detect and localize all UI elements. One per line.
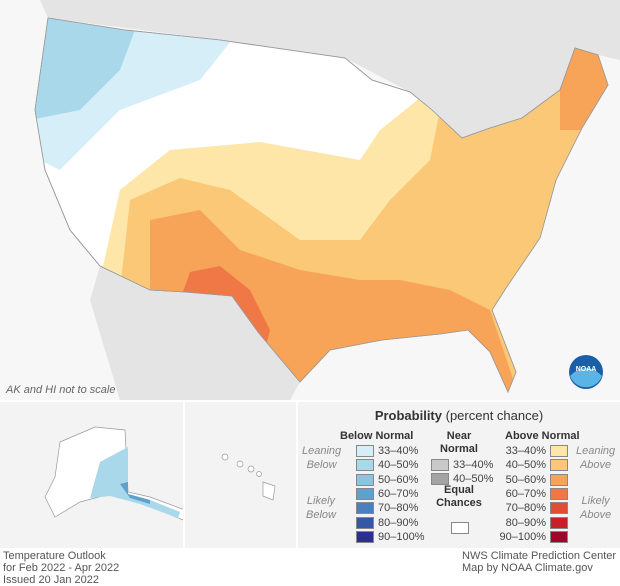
above-range-label: 40–50%	[505, 459, 546, 472]
above-range-label: 50–60%	[505, 473, 546, 486]
below-range-label: 40–50%	[378, 459, 419, 472]
map-note: AK and HI not to scale	[6, 384, 116, 396]
below-legend-row: 60–70%	[356, 487, 419, 500]
below-swatch	[356, 516, 374, 529]
below-range-label: 80–90%	[378, 516, 419, 529]
leaning-above-label: Leaning Above	[576, 445, 616, 471]
above-range-label: 33–40%	[505, 445, 546, 457]
likely-above-label: Likely Above	[580, 495, 612, 521]
above-range-label: 70–80%	[505, 502, 546, 515]
near-legend-row: 33–40%	[431, 459, 493, 471]
above-legend-row: 90–100%	[499, 530, 568, 543]
contiguous-us-map: NOAA	[0, 0, 620, 400]
near-range-label: 33–40%	[453, 459, 494, 471]
above-swatch	[550, 459, 568, 472]
above-swatch	[550, 516, 568, 529]
above-range-label: 60–70%	[505, 487, 546, 500]
above-swatch	[550, 502, 568, 515]
likely-below-label: Likely Below	[306, 495, 336, 521]
above-legend-row: 50–60%	[505, 473, 568, 486]
mexico-land	[90, 266, 300, 400]
above-normal-header: Above Normal	[505, 430, 580, 442]
below-legend-row: 80–90%	[356, 516, 419, 529]
footer-left: Temperature Outlook for Feb 2022 - Apr 20…	[3, 550, 120, 586]
above-swatch	[550, 445, 568, 457]
legend: Probability (percent chance) Below Norma…	[298, 402, 620, 548]
below-swatch	[356, 445, 374, 457]
zone-below-40-50	[35, 18, 135, 120]
equal-chances-swatch	[451, 522, 469, 534]
above-legend-row: 33–40%	[506, 445, 568, 457]
below-swatch	[356, 530, 374, 543]
below-legend-row: 90–100%	[356, 530, 425, 543]
below-legend-row: 70–80%	[356, 502, 419, 515]
below-range-label: 90–100%	[378, 530, 425, 543]
above-legend-row: 80–90%	[505, 516, 568, 529]
above-swatch	[550, 487, 568, 500]
leaning-below-label: Leaning Below	[302, 445, 342, 471]
below-normal-header: Below Normal	[340, 430, 414, 442]
above-range-label: 80–90%	[505, 516, 546, 529]
above-range-label: 90–100%	[499, 530, 547, 543]
near-swatch	[431, 459, 449, 471]
below-swatch	[356, 459, 374, 472]
below-swatch	[356, 502, 374, 515]
below-swatch	[356, 487, 374, 500]
below-range-label: 70–80%	[378, 502, 419, 515]
above-swatch	[550, 530, 568, 543]
below-legend-row: 40–50%	[356, 459, 419, 472]
below-swatch	[356, 473, 374, 486]
above-legend-row: 40–50%	[505, 459, 568, 472]
near-normal-header: Near Normal	[440, 430, 478, 455]
below-legend-row: 50–60%	[356, 473, 419, 486]
near-swatch	[431, 473, 449, 486]
below-range-label: 33–40%	[378, 445, 419, 457]
equal-chances-label: Equal Chances	[436, 484, 482, 509]
below-range-label: 50–60%	[378, 473, 419, 486]
map-svg: NOAA	[0, 0, 620, 400]
alaska-inset	[0, 402, 186, 548]
below-range-label: 60–70%	[378, 487, 419, 500]
canada-land	[0, 0, 620, 138]
above-legend-row: 70–80%	[505, 502, 568, 515]
hawaii-inset	[185, 402, 296, 548]
svg-text:NOAA: NOAA	[576, 366, 597, 373]
legend-title: Probability (percent chance)	[374, 408, 544, 423]
above-legend-row: 60–70%	[505, 487, 568, 500]
noaa-logo: NOAA	[569, 355, 603, 389]
near-legend-row: 40–50%	[431, 473, 494, 486]
near-range-label: 40–50%	[453, 473, 494, 486]
above-swatch	[550, 473, 568, 486]
footer-right: NWS Climate Prediction Center Map by NOAA…	[462, 550, 617, 574]
below-legend-row: 33–40%	[356, 445, 418, 457]
